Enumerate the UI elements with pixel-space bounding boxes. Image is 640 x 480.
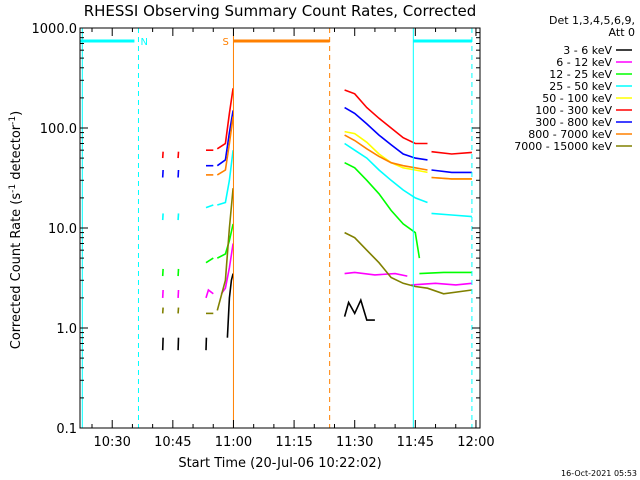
series-1-segment-3	[220, 243, 234, 295]
legend-label-5: 100 - 300 keV	[535, 104, 612, 117]
y-tick-label-2: 10.0	[48, 222, 77, 237]
x-tick-label-2: 11:00	[215, 435, 252, 450]
legend-label-6: 300 - 800 keV	[535, 116, 612, 129]
series-8-segment-3	[216, 188, 234, 311]
x-axis-label: Start Time (20-Jul-06 10:22:02)	[178, 456, 381, 471]
y-tick-label-3: 100.0	[40, 122, 77, 137]
legend-label-2: 12 - 25 keV	[549, 68, 612, 81]
x-tick-label-1: 10:45	[154, 435, 191, 450]
series-layer	[161, 88, 473, 351]
x-tick-label-4: 11:30	[336, 435, 373, 450]
x-tick-label-6: 12:00	[457, 435, 494, 450]
series-7-segment-1	[216, 116, 234, 176]
flag-label-0: N	[140, 37, 147, 48]
y-axis-label-sup2: -1	[8, 116, 18, 125]
series-2-segment-5	[419, 271, 472, 275]
y-tick-label-1: 1.0	[56, 322, 77, 337]
timestamp: 16-Oct-2021 05:53	[561, 469, 637, 478]
plot-frame	[79, 27, 481, 429]
y-axis-label-main: Corrected Count Rate (s	[9, 193, 24, 350]
legend-label-8: 7000 - 15000 keV	[514, 140, 612, 153]
y-axis-label-end: )	[9, 111, 24, 116]
axis-layer: 10:30 10:45 11:00 11:15 11:30 11:45 12:00 0.1 1.…	[32, 22, 495, 450]
x-tick-label-5: 11:45	[397, 435, 434, 450]
series-5-segment-5	[431, 150, 472, 155]
y-axis-label: Corrected Count Rate (s-1 detector-1)	[8, 111, 24, 349]
legend-label-0: 3 - 6 keV	[563, 44, 612, 57]
series-0-segment-3	[226, 273, 234, 338]
legend-header-line1: Det 1,3,4,5,6,9,	[549, 14, 635, 27]
series-6-segment-3	[216, 110, 234, 167]
legend-label-7: 800 - 7000 keV	[528, 128, 612, 141]
series-7-segment-3	[431, 176, 472, 180]
series-8-segment-4	[344, 231, 473, 295]
series-3-segment-3	[217, 150, 234, 206]
x-tick-label-3: 11:15	[275, 435, 312, 450]
flag-label-1: S	[222, 37, 228, 48]
marker-layer	[81, 28, 473, 428]
chart-title: RHESSI Observing Summary Count Rates, Co…	[84, 2, 477, 20]
y-axis-label-mid: detector	[9, 124, 24, 184]
legend-label-4: 50 - 100 keV	[542, 92, 612, 105]
y-tick-label-4: 1000.0	[32, 22, 78, 37]
series-3-segment-4	[344, 142, 428, 204]
series-3-segment-2	[205, 204, 214, 209]
legend-label-1: 6 - 12 keV	[556, 56, 612, 69]
series-2-segment-3	[216, 223, 234, 259]
legend-label-3: 25 - 50 keV	[549, 80, 612, 93]
series-5-segment-3	[216, 88, 234, 150]
legend-header-line2: Att 0	[609, 26, 635, 39]
x-tick-label-0: 10:30	[93, 435, 130, 450]
series-1-segment-2	[205, 288, 214, 299]
series-3-segment-5	[431, 212, 472, 218]
y-tick-label-0: 0.1	[56, 422, 77, 437]
y-axis-label-sup1: -1	[8, 184, 18, 193]
series-1-segment-5	[411, 282, 472, 286]
series-6-segment-5	[431, 169, 472, 174]
series-2-segment-4	[344, 161, 421, 259]
series-1-segment-4	[344, 271, 408, 277]
series-0-segment-4	[343, 297, 375, 321]
series-2-segment-2	[205, 257, 214, 264]
